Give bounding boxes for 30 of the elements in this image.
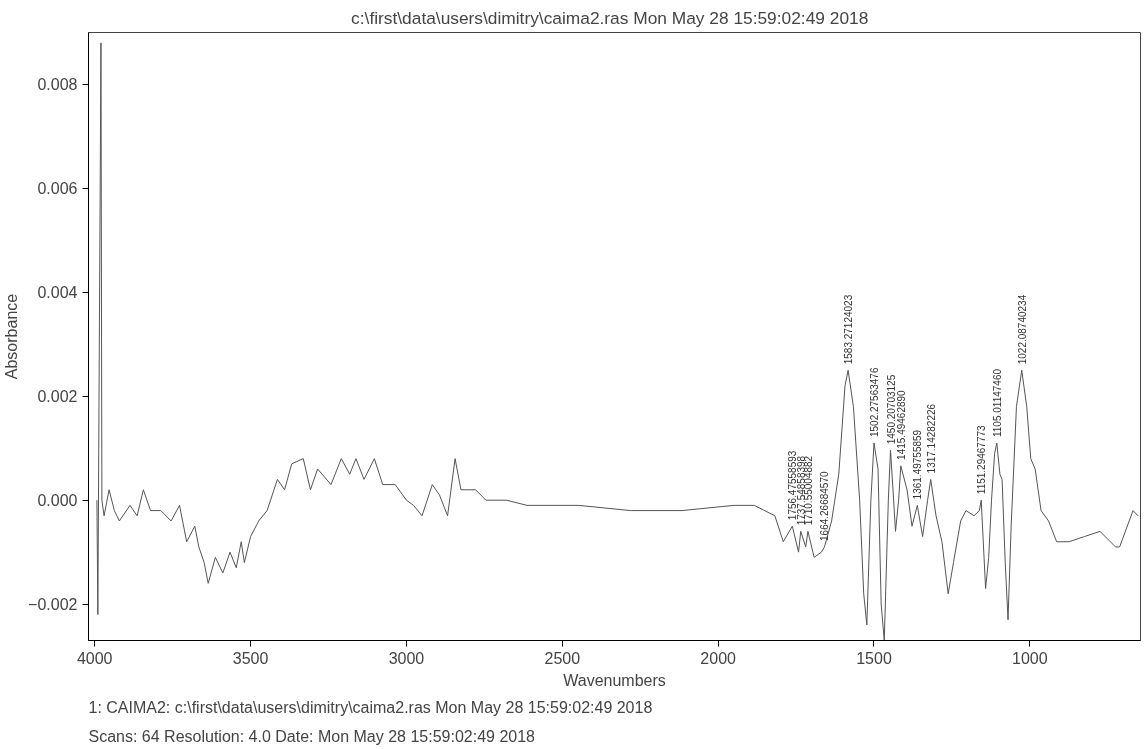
y-tick-label: 0.006 [37, 180, 78, 198]
x-tick-label: 3000 [388, 649, 425, 667]
text: 1: CAIMA2: c:\first\data\users\dimitry\caima2.ras Mon May 28 15:59:02:49 2018 [88, 698, 653, 716]
annotation: 1450.20703125 [885, 374, 897, 445]
annotation: 1756.47558593 [787, 450, 799, 521]
x-tick-label: 2500 [544, 649, 581, 667]
annotation: 1105.01147460 [991, 368, 1003, 438]
x-axis-title: Wavenumbers [563, 671, 666, 689]
y-tick-label: −0.002 [28, 596, 78, 614]
x-tick-label: 1000 [1012, 649, 1048, 667]
annotation: 1664.26684570 [819, 471, 831, 541]
x-tick-label: 3500 [232, 649, 269, 667]
y-tick-label: 0.004 [37, 284, 78, 302]
y-tick-label: 0.002 [37, 388, 78, 406]
line-series [96, 42, 1139, 641]
y-axis-title: Absorbance [3, 293, 21, 380]
y-tick-label: 0.008 [37, 76, 78, 94]
x-tick-label: 1500 [856, 649, 892, 667]
annotation: 1361.49755859 [912, 429, 924, 500]
annotation: 1317.14282226 [925, 403, 937, 474]
annotation: 1022.08740234 [1016, 294, 1028, 365]
x-tick-label: 2000 [700, 649, 737, 667]
y-tick-label: 0.000 [37, 492, 78, 510]
annotation: 1151.29467773 [976, 424, 988, 495]
x-tick-label: 4000 [76, 649, 113, 667]
annotation: 1583.27124023 [843, 294, 855, 365]
chart-title: c:\first\data\users\dimitry\caima2.ras Mon May 28 15:59:02:49 2018 [351, 7, 869, 28]
annotation: 1415.49462890 [895, 389, 907, 460]
text: Scans: 64 Resolution: 4.0 Date: Mon May 28 15:59:02:49 2018 [88, 727, 536, 745]
annotation: 1502.27563476 [868, 367, 880, 438]
